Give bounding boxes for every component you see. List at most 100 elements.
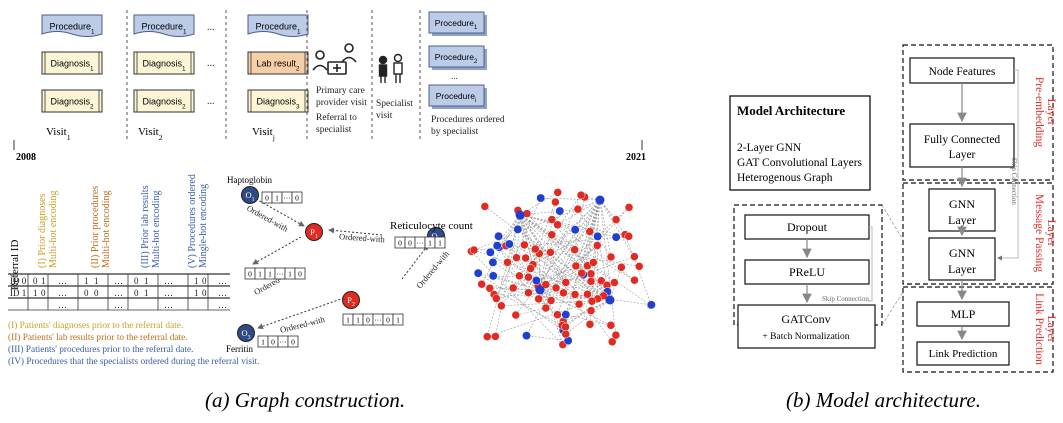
svg-text:2-Layer GNN: 2-Layer GNN <box>737 142 802 154</box>
network-node-93 <box>504 239 514 249</box>
node-o1-label: O1 <box>245 190 254 203</box>
network-node-62 <box>546 248 555 257</box>
visit-columns: Procedure1 Diagnosis1 Diagnosis2 Visit1 Proc… <box>41 14 309 142</box>
network-node-19 <box>610 278 619 287</box>
node-features-box: Node Features <box>909 57 1015 84</box>
left-skip-connection <box>868 226 873 302</box>
section-frames <box>733 44 1054 373</box>
svg-text:0: 0 <box>298 270 302 279</box>
network-node-39 <box>570 245 579 254</box>
section-label-3-line-1: Link Prediction <box>1033 293 1045 365</box>
network-node-50 <box>586 277 596 286</box>
row-3-cell-9: … <box>164 300 173 310</box>
svg-text:Ordered-with: Ordered-with <box>339 231 386 244</box>
visit-2-label: Visit2 <box>138 126 163 142</box>
svg-text:···: ··· <box>276 270 284 279</box>
network-node-42 <box>522 331 531 341</box>
row-2-cell-1: 1 <box>33 288 38 298</box>
network-node-60 <box>469 245 479 255</box>
svg-text:0: 0 <box>386 316 390 325</box>
link-prediction-box: Link Prediction <box>916 341 1010 366</box>
network-node-28 <box>524 288 533 297</box>
network-node-72 <box>586 306 596 315</box>
network-node-85 <box>541 303 551 313</box>
row-2-cell-6: … <box>114 288 123 298</box>
column-header-2-line-1: (II) Prior procedures <box>90 186 101 268</box>
network-node-49 <box>646 300 656 310</box>
svg-text:GATConv: GATConv <box>781 312 830 326</box>
svg-text:1: 1 <box>275 194 279 203</box>
network-node-104 <box>513 224 523 234</box>
ordered-procedures: Procedure1 Procedure2 Procedurei <box>428 11 487 109</box>
svg-text:Layer: Layer <box>948 213 976 227</box>
network-node-81 <box>561 322 570 332</box>
ordered-caption: Procedures ordered by specialist <box>431 115 505 137</box>
ordered-procedure-1: Procedure1 <box>428 11 487 36</box>
network-node-46 <box>553 220 562 230</box>
network-node-52 <box>497 301 506 311</box>
network-node-100 <box>494 231 504 241</box>
network-node-9 <box>589 258 598 267</box>
network-node-51 <box>630 275 639 285</box>
visit-1-item-2: Diagnosis1 <box>41 51 103 75</box>
svg-text:···: ··· <box>374 316 382 325</box>
network-hub-2 <box>595 195 605 205</box>
svg-text:Ordered-with: Ordered-with <box>279 314 327 335</box>
visit-1-label: Visit1 <box>46 126 71 142</box>
network-node-45 <box>488 271 498 281</box>
visit-1-item-1: Procedure1 <box>41 14 103 37</box>
connector-lines <box>881 204 904 326</box>
svg-text:···: ··· <box>283 194 291 203</box>
row-2-cell-3: … <box>58 288 67 298</box>
visit-3-item-1-label: Procedure1 <box>255 22 301 36</box>
row-2-cell-11: 0 <box>202 288 207 298</box>
network-node-70 <box>574 299 584 309</box>
svg-text:Fully Connected: Fully Connected <box>924 134 1001 146</box>
svg-text:0: 0 <box>295 194 299 203</box>
visit-2-item-1-label: Procedure1 <box>141 22 187 36</box>
network-hub-4 <box>605 295 615 305</box>
primary-care-visit-icon <box>312 43 357 75</box>
svg-text:Heterogenous Graph: Heterogenous Graph <box>737 172 833 184</box>
column-header-4-line-1: (V) Procedures ordered <box>187 174 198 268</box>
network-node-79 <box>503 258 512 267</box>
row-1-cell-8: 1 <box>144 276 149 286</box>
large-network-graph <box>467 188 656 349</box>
visit-1-item-3: Diagnosis2 <box>41 89 103 113</box>
right-skip-label: Skip Connection <box>1010 158 1018 205</box>
ordered-procedure-2-label: Procedure2 <box>435 52 478 65</box>
svg-text:0: 0 <box>366 316 370 325</box>
ordered-procedure-2: Procedure2 <box>428 45 487 70</box>
table-column-headers: (I) Prior diagnoses Multi-hot encoding (II… <box>37 174 209 268</box>
network-node-1 <box>473 268 483 278</box>
row-1-cell-1: 0 <box>33 276 38 286</box>
gnn-layer-1-box: GNN Layer <box>928 188 996 232</box>
small-graph-edges <box>252 198 429 330</box>
svg-text:1: 1 <box>258 270 262 279</box>
network-node-33 <box>492 241 502 251</box>
node-p2: P2 <box>342 291 360 309</box>
svg-text:Dropout: Dropout <box>787 220 828 234</box>
svg-text:1: 1 <box>346 316 350 325</box>
row-1-id: ID 0 <box>10 276 27 286</box>
network-node-80 <box>561 329 571 339</box>
svg-text:Ordered-with: Ordered-with <box>245 203 291 234</box>
visit-3-item-3: Diagnosis3 <box>247 89 309 113</box>
section-label-1-line-2: Layer <box>1045 99 1057 126</box>
svg-text:GNN: GNN <box>949 246 975 260</box>
network-node-77 <box>531 276 541 286</box>
svg-text:GAT Convolutional Layers: GAT Convolutional Layers <box>737 157 863 169</box>
svg-text:Primary care: Primary care <box>316 86 365 96</box>
column-header-4-line-2: Mingle-hot encoding <box>198 184 209 268</box>
visit-1-item-2-label: Diagnosis1 <box>50 59 94 73</box>
svg-text:···: ··· <box>416 239 424 248</box>
network-node-55 <box>624 232 633 241</box>
dropout-box: Dropout <box>744 214 870 240</box>
ordered-procedure-1-label: Procedure1 <box>435 18 478 31</box>
ordered-procedure-3-label: Procedurei <box>436 91 477 104</box>
node-p1: P1 <box>305 223 323 241</box>
svg-text:GNN: GNN <box>949 197 975 211</box>
svg-text:specialist: specialist <box>316 125 352 135</box>
network-node-43 <box>561 278 571 287</box>
node-o3: O3 <box>237 324 255 342</box>
